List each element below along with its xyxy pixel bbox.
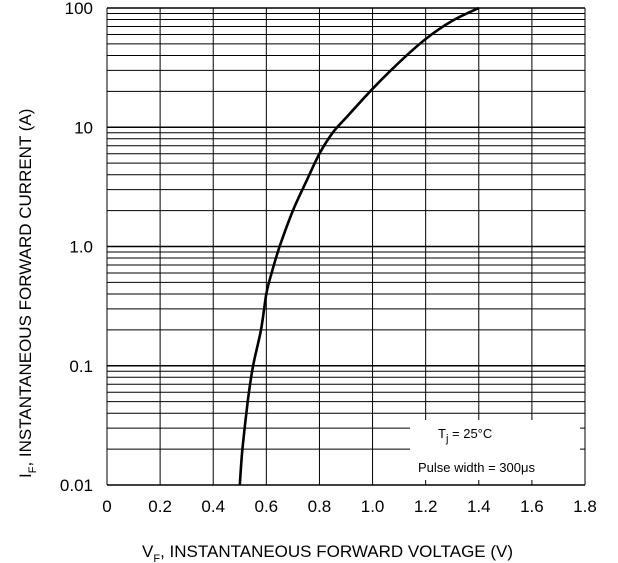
x-tick-label: 0.4	[201, 497, 225, 516]
temperature-annotation: Tj = 25°C	[438, 426, 492, 445]
x-axis-title: VF, INSTANTANEOUS FORWARD VOLTAGE (V)	[142, 542, 513, 563]
y-tick-label: 0.01	[60, 476, 93, 495]
x-tick-labels: 0 0.2 0.4 0.6 0.8 1.0 1.2 1.4 1.6 1.8	[102, 497, 597, 516]
y-axis-title: IF, INSTANTANEOUS FORWARD CURRENT (A)	[16, 109, 39, 478]
x-tick-label: 1.6	[520, 497, 544, 516]
annotation-box: Tj = 25°C Pulse width = 300μs	[410, 420, 580, 480]
x-tick-label: 1.0	[361, 497, 385, 516]
x-tick-label: 0	[102, 497, 111, 516]
annotation-background	[410, 420, 580, 480]
x-tick-label: 0.8	[308, 497, 332, 516]
chart-grid	[106, 7, 586, 486]
y-tick-label: 10	[74, 118, 93, 137]
x-tick-label: 0.2	[148, 497, 172, 516]
forward-current-curve	[238, 6, 480, 486]
x-tick-label: 0.6	[255, 497, 279, 516]
x-tick-label: 1.8	[573, 497, 597, 516]
y-tick-label: 100	[65, 0, 93, 18]
pulse-width-annotation: Pulse width = 300μs	[418, 460, 535, 475]
y-tick-label: 0.1	[69, 357, 93, 376]
y-tick-label: 1.0	[69, 238, 93, 257]
x-tick-label: 1.4	[467, 497, 491, 516]
data-series	[238, 6, 480, 486]
y-tick-labels: 0.01 0.1 1.0 10 100	[60, 0, 93, 495]
x-tick-label: 1.2	[414, 497, 438, 516]
